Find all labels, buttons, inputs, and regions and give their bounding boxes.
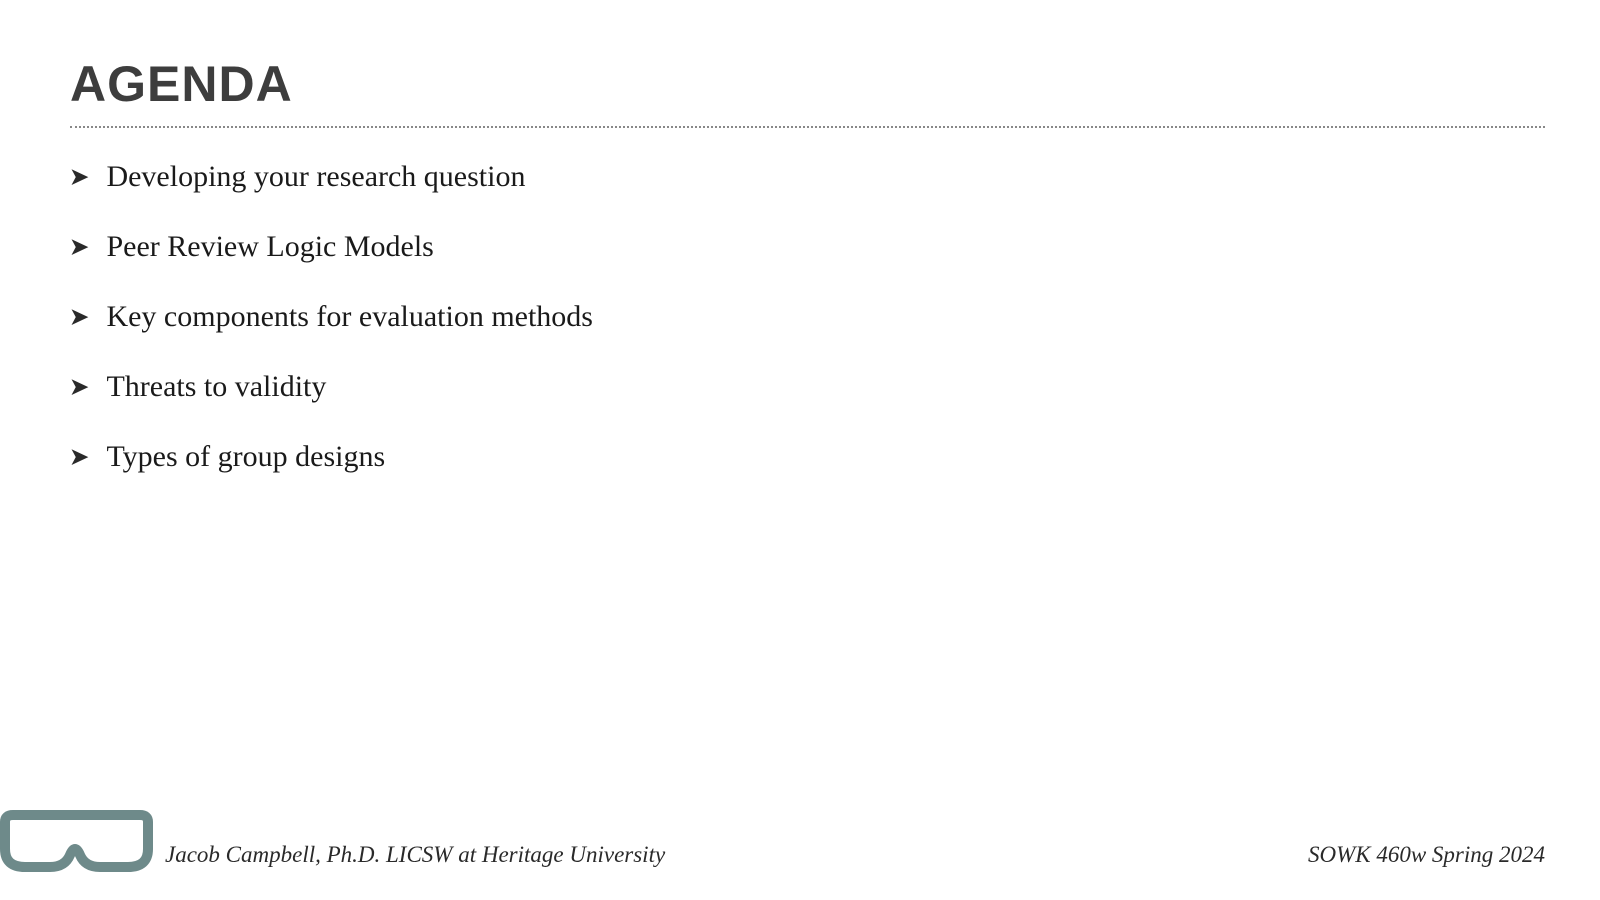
bullet-icon: ➤ xyxy=(70,444,88,470)
agenda-item: ➤ Key components for evaluation methods xyxy=(70,300,593,334)
bullet-icon: ➤ xyxy=(70,164,88,190)
agenda-item-text: Types of group designs xyxy=(106,440,385,474)
title-divider xyxy=(70,126,1545,128)
bullet-icon: ➤ xyxy=(70,304,88,330)
agenda-item-text: Developing your research question xyxy=(106,160,525,194)
agenda-item-text: Peer Review Logic Models xyxy=(106,230,433,264)
agenda-item-text: Key components for evaluation methods xyxy=(106,300,593,334)
agenda-item: ➤ Threats to validity xyxy=(70,370,593,404)
agenda-item: ➤ Types of group designs xyxy=(70,440,593,474)
slide-title: AGENDA xyxy=(70,55,293,113)
agenda-item: ➤ Developing your research question xyxy=(70,160,593,194)
footer-course: SOWK 460w Spring 2024 xyxy=(1308,842,1545,868)
agenda-item: ➤ Peer Review Logic Models xyxy=(70,230,593,264)
bullet-icon: ➤ xyxy=(70,374,88,400)
agenda-list: ➤ Developing your research question ➤ Peer … xyxy=(70,160,593,510)
agenda-item-text: Threats to validity xyxy=(106,370,326,404)
footer-author: Jacob Campbell, Ph.D. LICSW at Heritage … xyxy=(165,842,665,868)
goggles-icon xyxy=(0,807,155,882)
bullet-icon: ➤ xyxy=(70,234,88,260)
